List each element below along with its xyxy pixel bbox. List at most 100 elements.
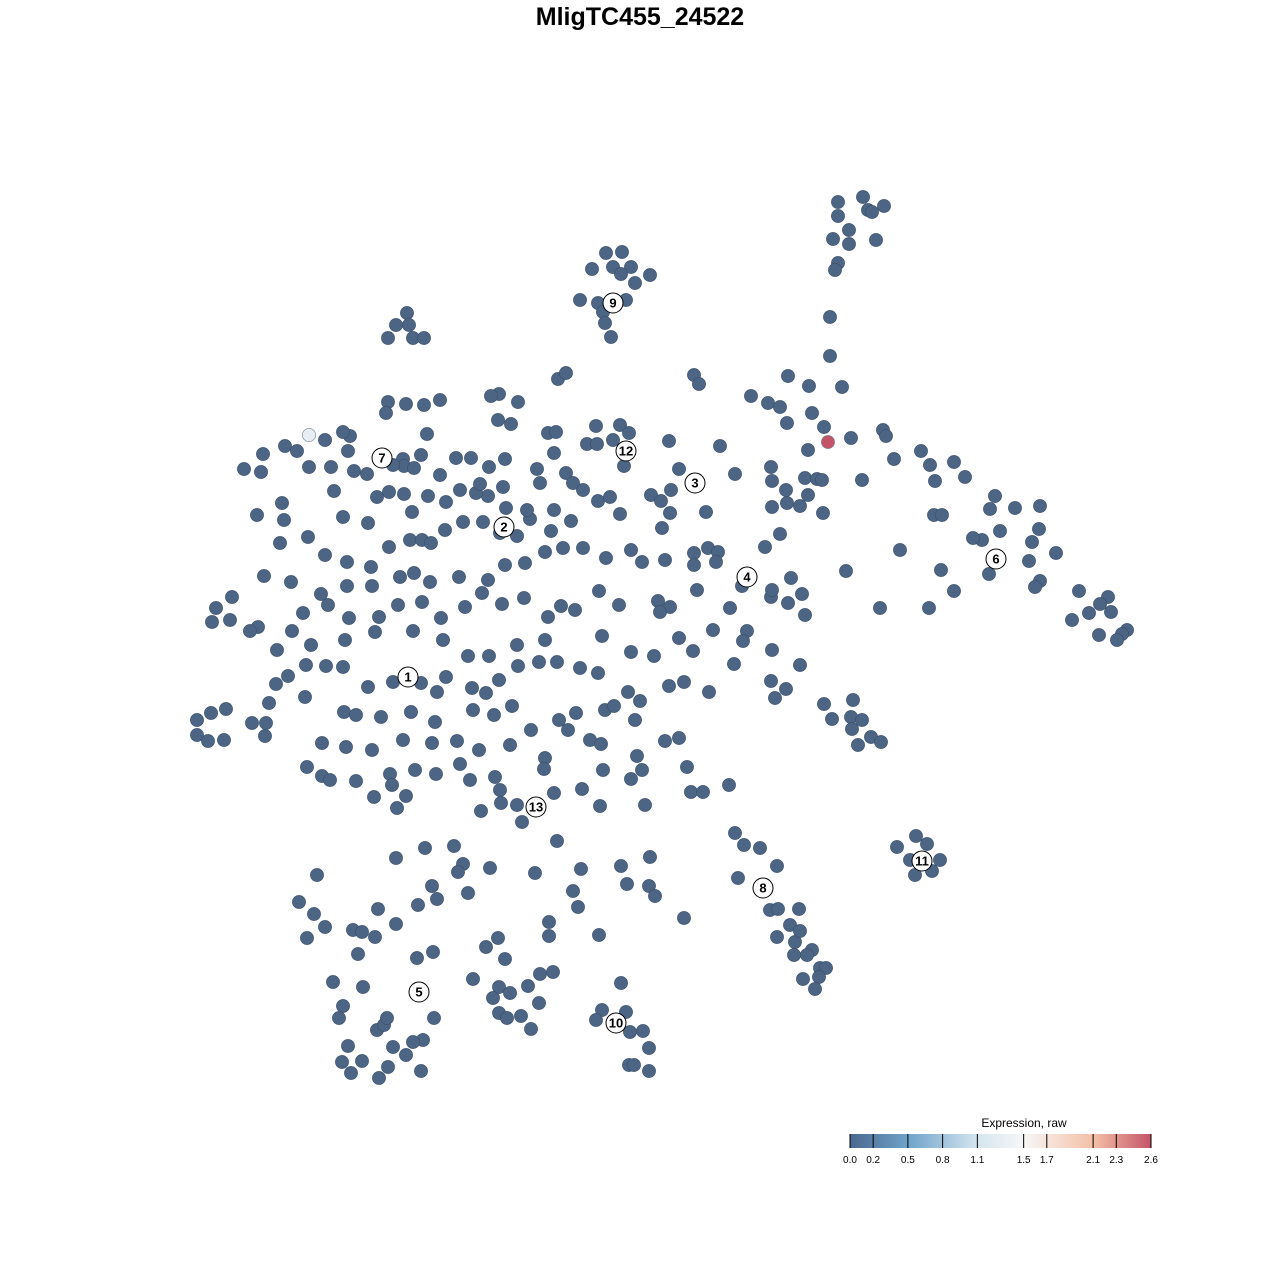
cluster-label-text: 11 — [915, 854, 929, 869]
data-point — [798, 471, 812, 485]
data-point — [414, 1064, 428, 1078]
data-point — [515, 815, 529, 829]
data-point — [547, 503, 561, 517]
data-point — [479, 940, 493, 954]
data-point — [336, 999, 350, 1013]
data-point — [642, 1064, 656, 1078]
points-layer — [190, 190, 1134, 1085]
data-point — [890, 840, 904, 854]
data-point — [382, 540, 396, 554]
data-point — [690, 583, 704, 597]
data-point — [765, 474, 779, 488]
data-point — [823, 310, 837, 324]
data-point — [574, 862, 588, 876]
legend-tick-label: 2.3 — [1109, 1155, 1123, 1166]
data-point — [314, 587, 328, 601]
data-point — [492, 980, 506, 994]
data-point — [966, 531, 980, 545]
data-point — [816, 506, 830, 520]
data-point — [397, 487, 411, 501]
data-point — [687, 546, 701, 560]
data-point — [550, 834, 564, 848]
data-point — [410, 951, 424, 965]
data-point — [592, 584, 606, 598]
data-point — [476, 515, 490, 529]
data-point — [530, 462, 544, 476]
data-point — [342, 611, 356, 625]
chart-title: MligTC455_24522 — [535, 3, 745, 31]
data-point — [517, 591, 531, 605]
data-point — [993, 524, 1007, 538]
data-point — [430, 685, 444, 699]
cluster-label-badge — [684, 472, 706, 494]
data-point — [389, 917, 403, 931]
data-point — [958, 470, 972, 484]
data-point — [361, 680, 375, 694]
data-point — [258, 729, 272, 743]
data-point — [385, 778, 399, 792]
data-point — [482, 460, 496, 474]
data-point — [326, 975, 340, 989]
data-point — [613, 418, 627, 432]
data-point — [341, 1039, 355, 1053]
data-point — [403, 533, 417, 547]
data-point — [381, 1060, 395, 1074]
data-point — [496, 480, 510, 494]
data-point — [382, 485, 396, 499]
data-point — [585, 262, 599, 276]
data-point — [278, 439, 292, 453]
data-point — [453, 757, 467, 771]
data-point — [764, 674, 778, 688]
data-point — [692, 377, 706, 391]
data-point — [561, 723, 575, 737]
data-point — [450, 734, 464, 748]
legend-colorbar — [850, 1134, 1151, 1148]
data-point — [491, 413, 505, 427]
data-point — [1092, 628, 1106, 642]
data-point — [1065, 613, 1079, 627]
cluster-label-text: 12 — [619, 444, 633, 459]
data-point — [677, 911, 691, 925]
data-point — [380, 1011, 394, 1025]
data-point — [851, 738, 865, 752]
cluster-label: 7 — [371, 447, 393, 469]
data-point — [771, 902, 785, 916]
data-point — [795, 587, 809, 601]
data-point — [648, 889, 662, 903]
data-point — [559, 466, 573, 480]
data-point — [418, 841, 432, 855]
data-point — [595, 629, 609, 643]
data-point — [723, 601, 737, 615]
data-point — [761, 396, 775, 410]
data-point — [243, 624, 257, 638]
data-point — [801, 443, 815, 457]
data-point — [802, 379, 816, 393]
cluster-label-text: 7 — [378, 451, 385, 466]
data-point — [399, 1048, 413, 1062]
data-point — [550, 655, 564, 669]
data-point — [417, 331, 431, 345]
data-point — [433, 393, 447, 407]
data-point — [728, 467, 742, 481]
data-point — [368, 930, 382, 944]
data-point — [604, 330, 618, 344]
data-point — [425, 879, 439, 893]
data-point — [503, 738, 517, 752]
data-point — [559, 366, 573, 380]
data-point — [542, 915, 556, 929]
data-point — [257, 569, 271, 583]
data-point — [1033, 499, 1047, 513]
data-point — [355, 1054, 369, 1068]
data-point — [590, 437, 604, 451]
data-point — [893, 543, 907, 557]
data-point — [390, 801, 404, 815]
data-point — [391, 598, 405, 612]
expressed-data-point — [821, 435, 835, 449]
data-point — [817, 697, 831, 711]
data-point — [361, 516, 375, 530]
data-point — [865, 205, 879, 219]
data-point — [411, 898, 425, 912]
legend-tick-label: 0.8 — [936, 1155, 950, 1166]
data-point — [420, 427, 434, 441]
